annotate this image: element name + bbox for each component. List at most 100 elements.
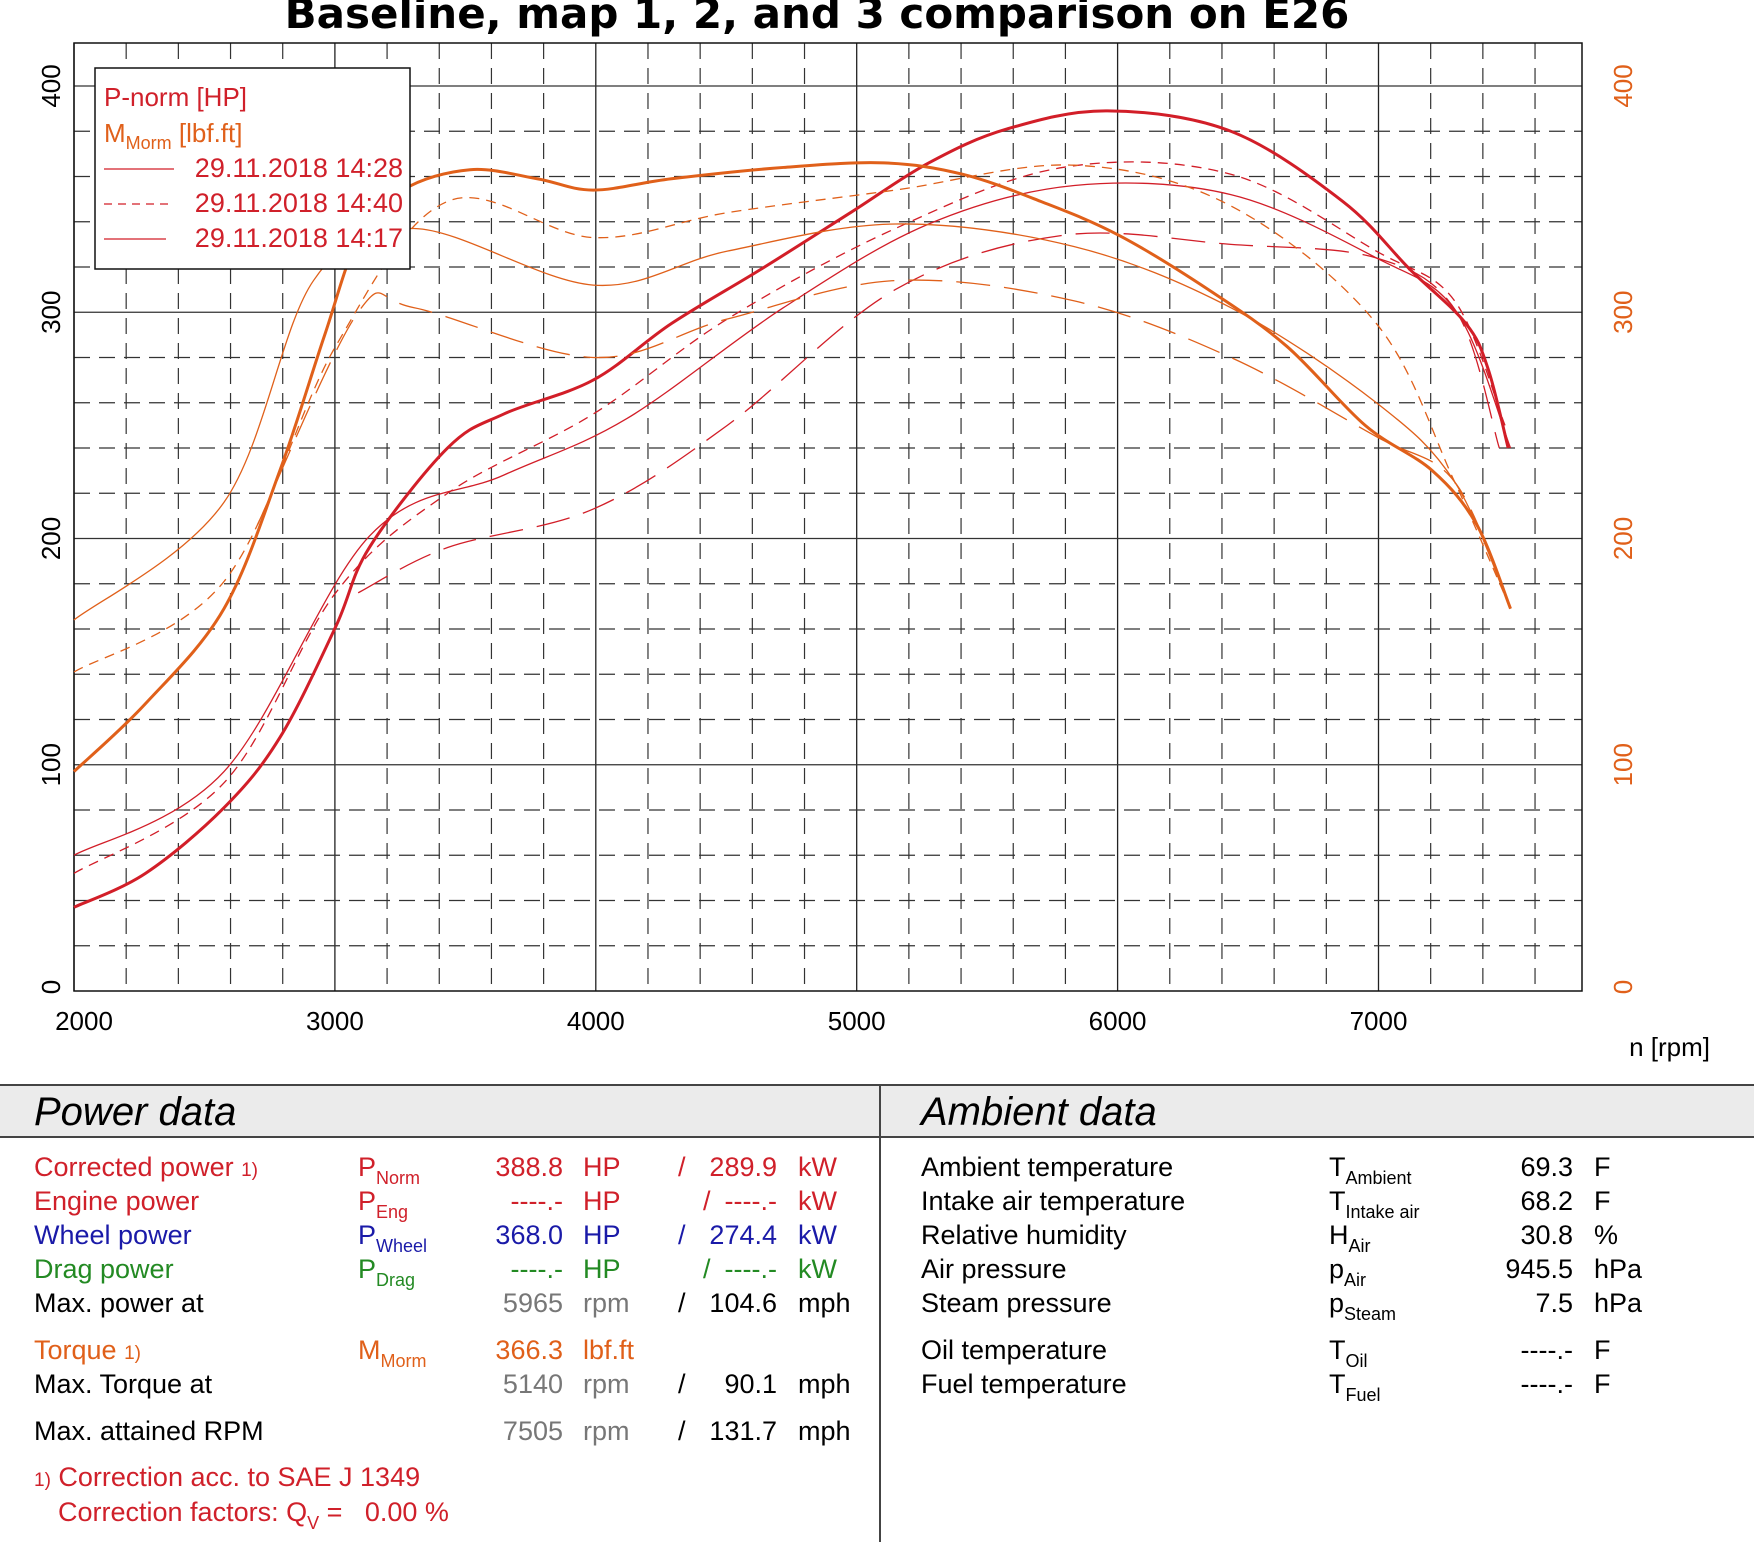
ambient-row-symbol: pAir bbox=[1329, 1254, 1366, 1291]
power-row-unit: HP bbox=[583, 1152, 621, 1182]
footnote-1: 1) Correction acc. to SAE J 1349 bbox=[34, 1462, 420, 1493]
ambient-row-label: Relative humidity bbox=[921, 1220, 1127, 1250]
symbol: T bbox=[1329, 1369, 1346, 1399]
ambient-row-label: Ambient temperature bbox=[921, 1152, 1174, 1182]
ambient-row-unit: hPa bbox=[1594, 1288, 1643, 1318]
power-row-symbol: PDrag bbox=[358, 1254, 415, 1291]
correction-sub: V bbox=[307, 1513, 320, 1533]
ambient-row-value: ----.- bbox=[1520, 1335, 1573, 1365]
symbol-sub: Steam bbox=[1344, 1304, 1397, 1324]
ambient-row-symbol: HAir bbox=[1329, 1220, 1371, 1257]
slash: / bbox=[703, 1186, 711, 1216]
legend-entry: 29.11.2018 14:40 bbox=[195, 188, 403, 218]
power-row-unit: lbf.ft bbox=[583, 1335, 635, 1365]
symbol: T bbox=[1329, 1335, 1346, 1365]
y2-tick-label: 200 bbox=[1608, 517, 1638, 560]
power-row-symbol: MMorm bbox=[358, 1335, 427, 1372]
ambient-row-symbol: TIntake air bbox=[1329, 1186, 1420, 1223]
symbol: P bbox=[358, 1220, 377, 1250]
power-row-label: Max. attained RPM bbox=[34, 1416, 264, 1447]
power-row-unit-2: kW bbox=[798, 1254, 837, 1284]
ambient-row-value: 69.3 bbox=[1520, 1152, 1573, 1182]
power-row-unit: HP bbox=[583, 1220, 621, 1250]
power-row-value: 5140 bbox=[502, 1369, 563, 1399]
row-label: Max. attained RPM bbox=[34, 1416, 264, 1446]
ambient-row-label: Intake air temperature bbox=[921, 1186, 1186, 1216]
row-label: Drag power bbox=[34, 1254, 174, 1284]
x-tick-label: 4000 bbox=[567, 1006, 625, 1036]
x-tick-label: 3000 bbox=[306, 1006, 364, 1036]
ambient-row-value: 7.5 bbox=[1535, 1288, 1573, 1318]
power-row-value: 368.0 bbox=[495, 1220, 563, 1250]
row-label: Max. Torque at bbox=[34, 1369, 213, 1399]
power-row-value-2: ----.- bbox=[724, 1186, 777, 1216]
power-row-unit: rpm bbox=[583, 1369, 630, 1399]
note-mark: 1) bbox=[241, 1160, 259, 1181]
series-line-power-longdash bbox=[357, 232, 1500, 594]
series-line-torque-dash bbox=[73, 164, 1512, 673]
y-tick-label: 100 bbox=[36, 743, 66, 786]
power-row-label: Max. Torque at bbox=[34, 1369, 212, 1400]
symbol: T bbox=[1329, 1186, 1346, 1216]
x-tick-label: 7000 bbox=[1350, 1006, 1408, 1036]
ambient-row-value: 30.8 bbox=[1520, 1220, 1573, 1250]
ambient-row-label: Oil temperature bbox=[921, 1335, 1108, 1365]
ambient-row-value: ----.- bbox=[1520, 1369, 1573, 1399]
symbol: M bbox=[358, 1335, 381, 1365]
table-divider bbox=[879, 1084, 881, 1542]
symbol-sub: Ambient bbox=[1345, 1168, 1412, 1188]
symbol-sub: Air bbox=[1348, 1236, 1371, 1256]
ambient-row-label: Fuel temperature bbox=[921, 1369, 1127, 1399]
power-row-symbol: PWheel bbox=[358, 1220, 427, 1257]
dyno-chart: 2000 3000 4000 5000 6000 70000100200300400010… bbox=[36, 0, 1710, 1062]
power-row-value: 388.8 bbox=[495, 1152, 563, 1182]
symbol: P bbox=[358, 1254, 377, 1284]
symbol-sub: Oil bbox=[1345, 1351, 1368, 1371]
slash: / bbox=[678, 1369, 686, 1399]
y-tick-label: 400 bbox=[36, 64, 66, 107]
series-line-torque-thin bbox=[73, 223, 1512, 621]
power-row-value-2: 131.7 bbox=[709, 1416, 777, 1446]
symbol-sub: Morm bbox=[380, 1351, 427, 1371]
series-line-power-dash bbox=[73, 161, 1506, 874]
symbol-sub: Wheel bbox=[376, 1236, 428, 1256]
correction-value: = 0.00 % bbox=[319, 1497, 449, 1527]
x-axis-label: n [rpm] bbox=[1629, 1032, 1710, 1062]
correction-label: Correction factors: Q bbox=[58, 1497, 308, 1527]
footnote-mark: 1) bbox=[34, 1470, 51, 1491]
power-row-value-2: ----.- bbox=[724, 1254, 777, 1284]
ambient-row-unit: F bbox=[1594, 1152, 1611, 1182]
symbol-sub: Drag bbox=[376, 1270, 416, 1290]
row-label: Engine power bbox=[34, 1186, 200, 1216]
row-label: Corrected power bbox=[34, 1152, 234, 1182]
symbol: T bbox=[1329, 1152, 1346, 1182]
series-line-power-thick bbox=[73, 109, 1510, 909]
ambient-row-unit: F bbox=[1594, 1186, 1611, 1216]
series-line-torque-thick bbox=[72, 161, 1512, 773]
power-row-label: Max. power at bbox=[34, 1288, 204, 1319]
ambient-row-symbol: TOil bbox=[1329, 1335, 1368, 1372]
symbol: P bbox=[358, 1186, 377, 1216]
symbol: p bbox=[1329, 1254, 1345, 1284]
ambient-data-heading: Ambient data bbox=[921, 1090, 1157, 1134]
power-row-label: Drag power bbox=[34, 1254, 174, 1285]
ambient-row-symbol: TAmbient bbox=[1329, 1152, 1412, 1189]
power-row-value: 5965 bbox=[502, 1288, 563, 1318]
ambient-row-unit: hPa bbox=[1594, 1254, 1643, 1284]
row-label: Torque bbox=[34, 1335, 117, 1365]
y2-tick-label: 100 bbox=[1608, 743, 1638, 786]
symbol-sub: Fuel bbox=[1345, 1385, 1381, 1405]
power-row-label: Wheel power bbox=[34, 1220, 192, 1251]
power-row-value-2: 104.6 bbox=[709, 1288, 777, 1318]
power-row-unit-2: mph bbox=[798, 1288, 851, 1318]
power-row-value-2: 274.4 bbox=[709, 1220, 777, 1250]
symbol: P bbox=[358, 1152, 377, 1182]
x-tick-label: 6000 bbox=[1089, 1006, 1147, 1036]
power-row-unit-2: mph bbox=[798, 1369, 851, 1399]
power-row-value: 7505 bbox=[502, 1416, 563, 1446]
slash: / bbox=[703, 1254, 711, 1284]
power-row-symbol: PNorm bbox=[358, 1152, 420, 1189]
symbol-sub: Norm bbox=[376, 1168, 421, 1188]
power-row-value-2: 289.9 bbox=[709, 1152, 777, 1182]
ambient-row-unit: F bbox=[1594, 1335, 1611, 1365]
